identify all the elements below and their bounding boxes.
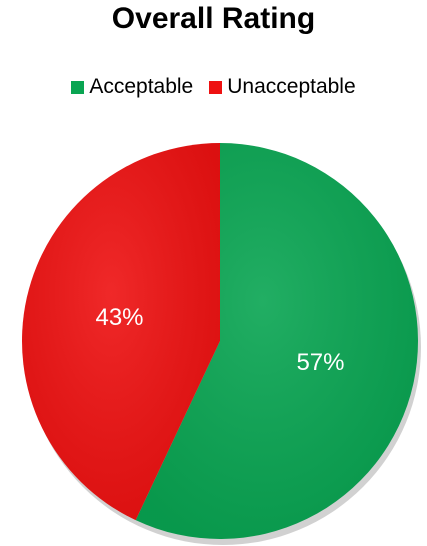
pie-slices — [22, 143, 418, 539]
pie-data-label-acceptable: 57% — [296, 349, 344, 376]
pie-data-label-unacceptable: 43% — [95, 304, 143, 331]
